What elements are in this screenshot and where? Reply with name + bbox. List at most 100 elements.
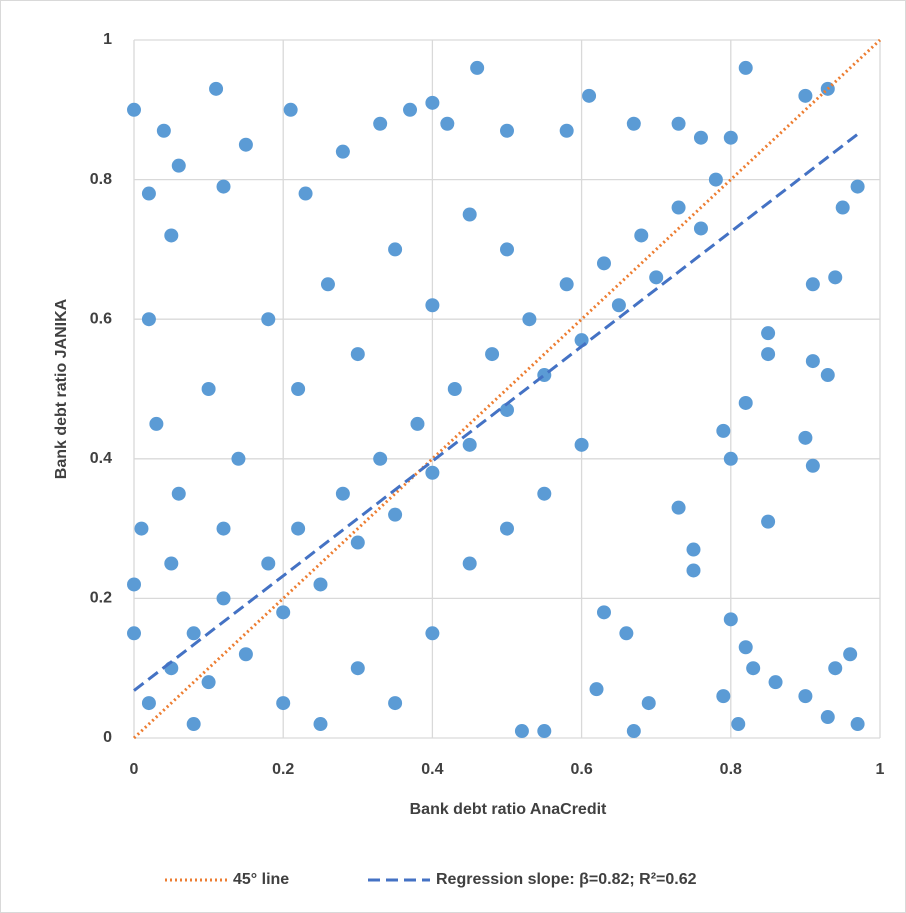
- scatter-point: [582, 88, 597, 103]
- scatter-point: [850, 179, 865, 194]
- scatter-point: [500, 521, 514, 536]
- scatter-point: [761, 514, 776, 529]
- scatter-point: [820, 368, 835, 383]
- scatter-point: [156, 123, 171, 138]
- scatter-point: [596, 256, 611, 271]
- scatter-point: [485, 347, 500, 362]
- x-tick-label: 0.2: [272, 761, 294, 778]
- scatter-point: [850, 717, 865, 732]
- scatter-point: [276, 605, 291, 620]
- scatter-point: [410, 416, 425, 431]
- x-tick-label: 0: [130, 761, 139, 778]
- legend-label: Regression slope: β=0.82; R²=0.62: [436, 871, 697, 888]
- y-tick-label: 0.6: [90, 310, 112, 327]
- scatter-point: [723, 451, 738, 466]
- scatter-point: [738, 640, 753, 655]
- scatter-point: [447, 382, 462, 396]
- scatter-point: [768, 675, 783, 690]
- scatter-point: [231, 451, 246, 466]
- scatter-point: [500, 402, 514, 417]
- scatter-point: [716, 423, 731, 438]
- scatter-point: [388, 696, 403, 711]
- scatter-point: [723, 130, 738, 145]
- scatter-point: [500, 123, 514, 138]
- scatter-point: [216, 591, 231, 606]
- scatter-point: [738, 60, 753, 75]
- x-tick-label: 0.4: [421, 761, 443, 778]
- scatter-point: [746, 661, 761, 676]
- scatter-point: [141, 186, 156, 201]
- scatter-point: [761, 347, 776, 362]
- scatter-point: [171, 486, 186, 501]
- scatter-point: [649, 270, 664, 285]
- scatter-point: [291, 521, 306, 536]
- scatter-point: [388, 242, 403, 257]
- scatter-point: [537, 486, 552, 501]
- scatter-point: [171, 158, 186, 173]
- scatter-point: [462, 207, 477, 222]
- scatter-point: [283, 102, 298, 117]
- scatter-point: [828, 270, 843, 285]
- scatter-point: [671, 116, 686, 131]
- y-axis-label: Bank debt ratio JANIKA: [53, 298, 70, 479]
- scatter-point: [470, 60, 485, 75]
- scatter-point: [186, 717, 201, 732]
- scatter-point: [500, 242, 514, 257]
- scatter-point: [313, 717, 328, 732]
- trend-line: [132, 38, 882, 740]
- scatter-point: [723, 612, 738, 627]
- scatter-point: [261, 556, 276, 571]
- scatter-point: [320, 277, 335, 292]
- scatter-point: [522, 312, 537, 327]
- scatter-point: [716, 689, 731, 704]
- scatter-point: [127, 102, 141, 117]
- scatter-point: [425, 626, 440, 641]
- scatter-point: [350, 347, 365, 362]
- scatter-point: [761, 326, 776, 341]
- scatter-point: [559, 277, 574, 292]
- scatter-point: [596, 605, 611, 620]
- scatter-point: [403, 102, 418, 117]
- scatter-point: [619, 626, 634, 641]
- scatter-point: [798, 430, 813, 445]
- scatter-point: [693, 221, 708, 236]
- scatter-point: [462, 437, 477, 452]
- scatter-point: [514, 724, 529, 739]
- scatter-point: [261, 312, 276, 327]
- scatter-point: [149, 416, 164, 431]
- scatter-point: [828, 661, 843, 676]
- scatter-point: [350, 661, 365, 676]
- scatter-point: [671, 500, 686, 515]
- scatter-point: [537, 724, 552, 739]
- scatter-point: [671, 200, 686, 215]
- scatter-point: [798, 88, 813, 103]
- scatter-point: [693, 130, 708, 145]
- scatter-point: [216, 179, 231, 194]
- y-tick-label: 1: [103, 31, 112, 48]
- scatter-point: [686, 542, 701, 557]
- scatter-point: [425, 95, 440, 110]
- scatter-point: [425, 465, 440, 480]
- scatter-point: [559, 123, 574, 138]
- legend-label: 45° line: [233, 871, 289, 888]
- scatter-point: [373, 116, 388, 131]
- scatter-point: [835, 200, 850, 215]
- y-tick-label: 0.4: [90, 450, 112, 467]
- scatter-point: [425, 298, 440, 313]
- scatter-point: [574, 437, 589, 452]
- scatter-point: [805, 354, 820, 369]
- scatter-point: [626, 116, 641, 131]
- scatter-point: [820, 710, 835, 725]
- scatter-point: [626, 724, 641, 739]
- scatter-point: [462, 556, 477, 571]
- scatter-point: [634, 228, 649, 243]
- scatter-point: [589, 682, 604, 697]
- scatter-point: [641, 696, 656, 711]
- scatter-point: [611, 298, 626, 313]
- y-tick-label: 0.8: [90, 171, 112, 188]
- scatter-point: [298, 186, 313, 201]
- scatter-point: [201, 675, 216, 690]
- trend-line: [133, 133, 859, 692]
